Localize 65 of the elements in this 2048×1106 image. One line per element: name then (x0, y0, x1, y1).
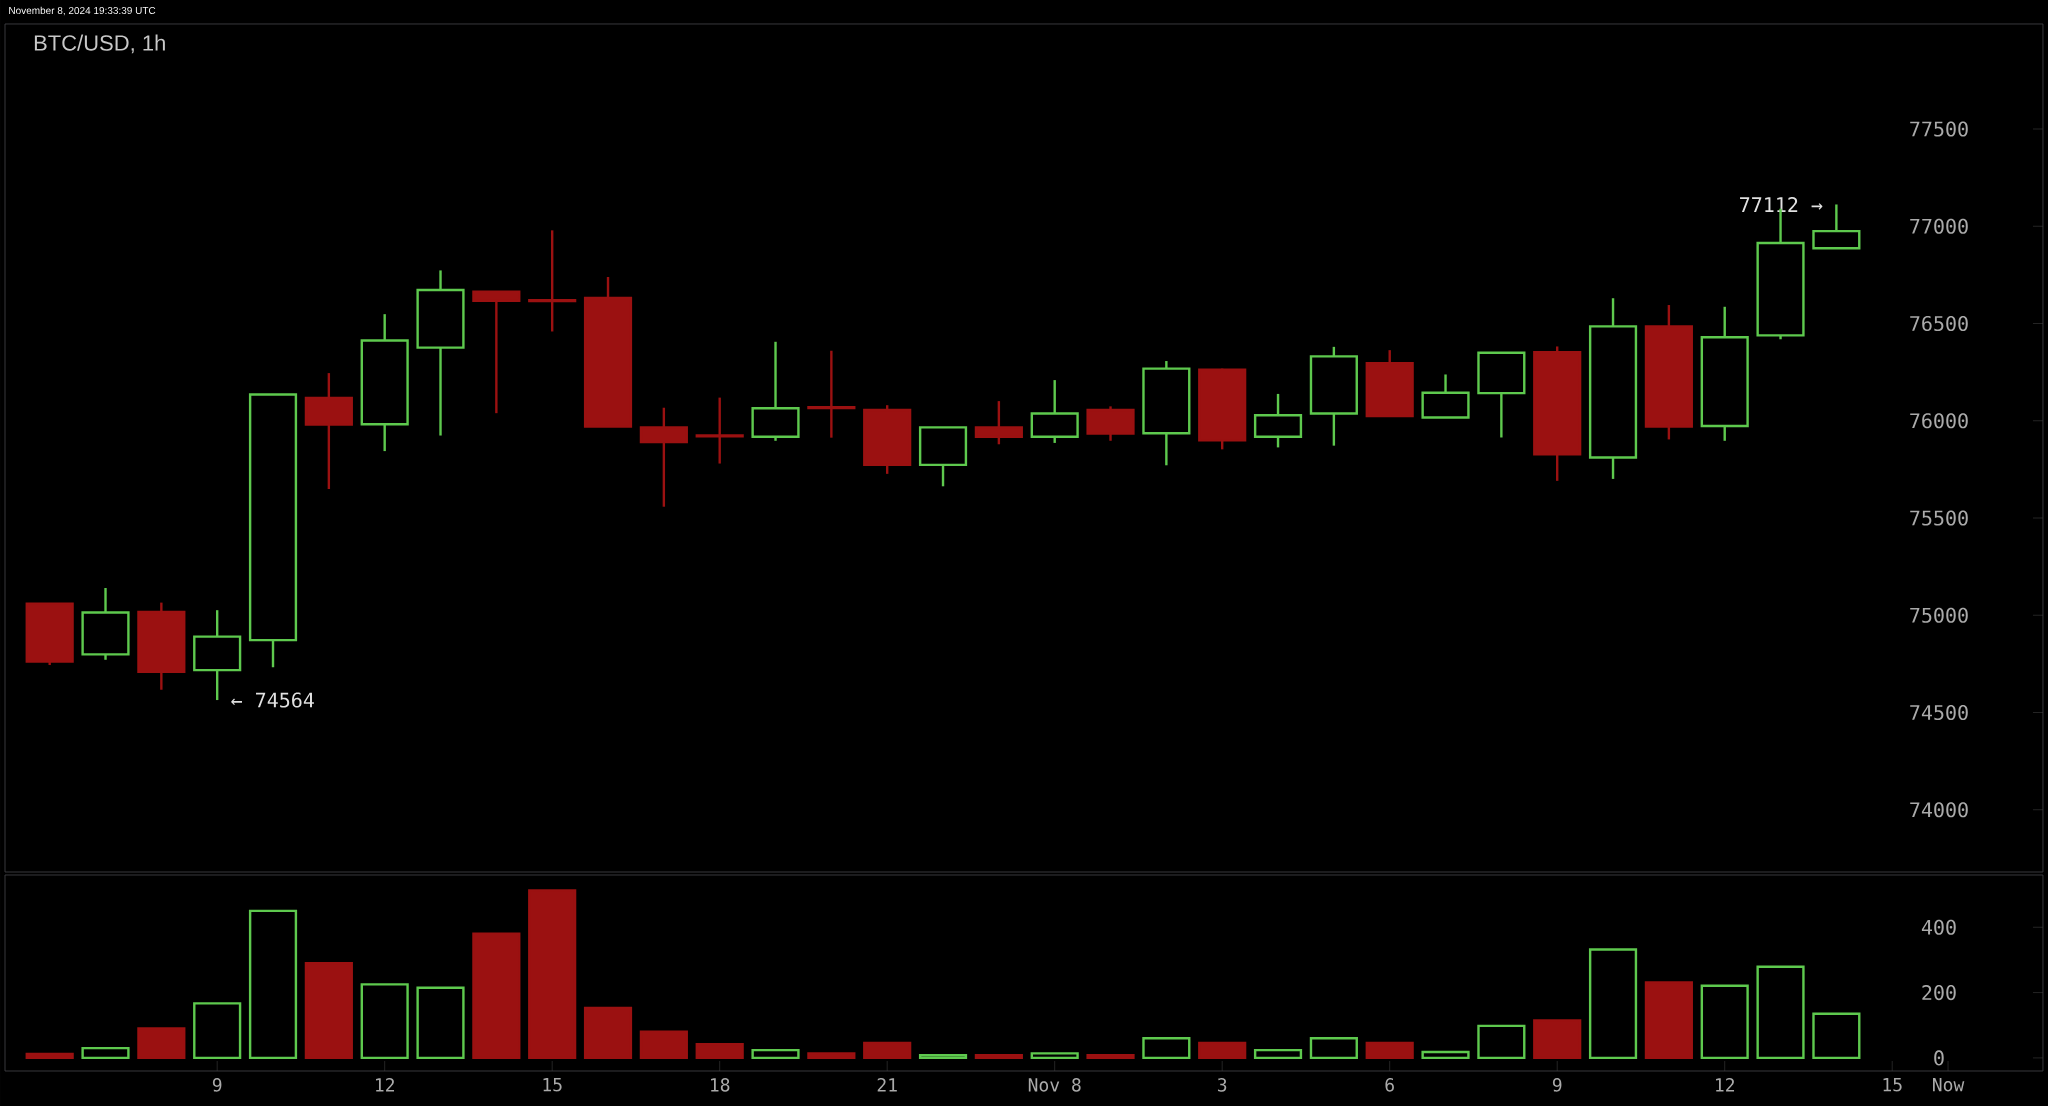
candlestick (472, 290, 521, 415)
bar (1700, 984, 1749, 1060)
x-tick-label: 21 (877, 1078, 897, 1092)
x-tick-label: 12 (376, 1078, 394, 1092)
bar (1365, 1041, 1414, 1060)
x-tick-label: Now (1933, 1078, 1965, 1092)
bar (1142, 1037, 1191, 1060)
x-tick-label: 9 (1552, 1078, 1562, 1092)
y-tick-label: 74000 (1910, 802, 1968, 818)
bar (193, 1002, 242, 1060)
y-tick-label: 76500 (1910, 315, 1968, 332)
y-tick-label: 200 (1922, 985, 1956, 1001)
bar (416, 986, 465, 1060)
bar (695, 1043, 744, 1060)
bar (639, 1030, 688, 1060)
bar (1030, 1052, 1079, 1060)
y-tick-label: 76000 (1910, 413, 1968, 429)
x-tick-label: 12 (1716, 1078, 1735, 1092)
bar (583, 1006, 633, 1060)
bar (1086, 1054, 1135, 1060)
bar (360, 983, 409, 1060)
bar (528, 889, 577, 1060)
bar (918, 1054, 968, 1060)
bar (1812, 1012, 1861, 1060)
bar (1644, 981, 1693, 1060)
y-tick-label: 74500 (1910, 704, 1968, 721)
y-tick-label: 400 (1921, 919, 1956, 935)
y-tick-label: 0 (1934, 1050, 1944, 1066)
bar (1198, 1041, 1247, 1060)
bar (751, 1048, 800, 1060)
bar (1309, 1037, 1358, 1060)
bar (1756, 965, 1805, 1060)
bar (1533, 1019, 1582, 1060)
bar (25, 1052, 74, 1060)
x-tick-label: 3 (1217, 1078, 1227, 1092)
candlestick (639, 406, 688, 508)
bar (807, 1052, 856, 1060)
bar (137, 1027, 186, 1060)
x-tick-label: 18 (711, 1078, 730, 1092)
x-tick-label: 15 (1883, 1078, 1902, 1092)
annotation: ← 74564 (231, 692, 314, 708)
bar (1588, 948, 1638, 1060)
candlestick (695, 396, 744, 465)
bar (472, 932, 521, 1060)
x-tick-label: 15 (543, 1078, 562, 1092)
chart-subtitle: November 8, 2024 19:33:39 UTC (9, 6, 156, 16)
annotation: 77112 → (1740, 197, 1823, 212)
bar (81, 1046, 130, 1060)
bar (1421, 1050, 1470, 1060)
bar (1253, 1048, 1303, 1060)
x-tick-label: 6 (1385, 1078, 1394, 1092)
x-tick-label: 9 (212, 1078, 222, 1092)
y-tick-label: 75500 (1910, 510, 1968, 526)
bar (1477, 1024, 1526, 1060)
candlestick (807, 349, 856, 439)
x-tick-label: Nov 8 (1028, 1078, 1081, 1092)
chart-title: BTC/USD, 1h (34, 34, 165, 54)
y-tick-label: 77000 (1910, 218, 1968, 234)
bar (974, 1054, 1023, 1060)
y-tick-label: 75000 (1910, 607, 1968, 623)
y-tick-label: 77500 (1910, 121, 1968, 137)
bar (304, 961, 353, 1060)
candlestick (528, 229, 577, 333)
bar (863, 1041, 912, 1060)
bar (248, 909, 298, 1060)
